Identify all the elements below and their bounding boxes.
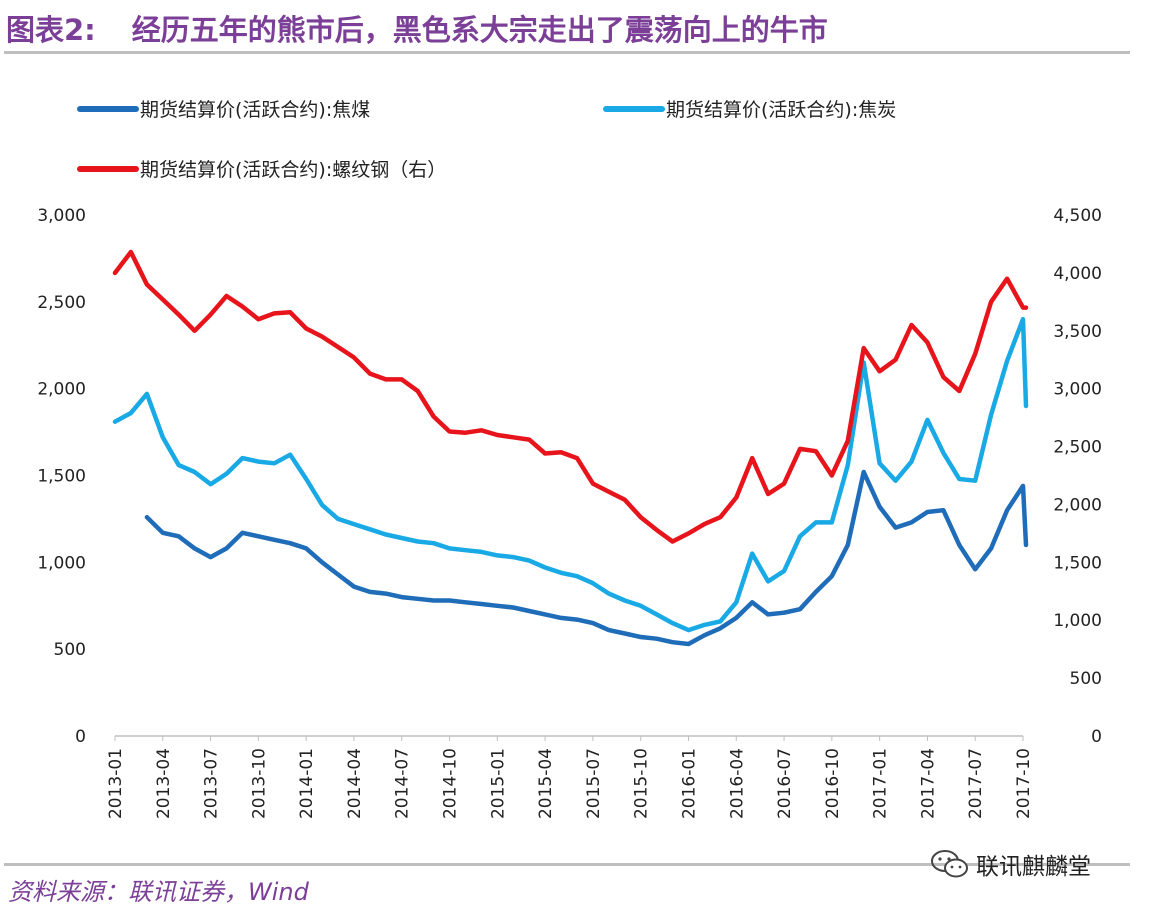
footer-divider (4, 863, 1130, 866)
x-tick-label: 2014-10 (441, 748, 461, 819)
y-left-tick-label: 2,500 (37, 293, 86, 313)
y-right-tick-label: 500 (1070, 669, 1102, 689)
y-right-tick-label: 1,000 (1053, 611, 1102, 631)
x-tick-label: 2017-01 (871, 748, 891, 819)
figure-label: 图表2: (6, 13, 96, 47)
figure-header: 图表2: 经历五年的熊市后，黑色系大宗走出了震荡向上的牛市 (6, 6, 828, 50)
legend-label-3: 期货结算价(活跃合约):螺纹钢（右） (140, 159, 446, 181)
x-tick-label: 2015-10 (632, 748, 652, 819)
x-tick-label: 2013-10 (249, 748, 269, 819)
y-left-tick-label: 2,000 (37, 380, 86, 400)
y-left-tick-label: 1,000 (37, 553, 86, 573)
header-divider (4, 51, 1130, 54)
y-right-tick-label: 2,000 (1053, 495, 1102, 515)
x-tick-label: 2013-07 (202, 748, 222, 819)
y-left-tick-label: 1,500 (37, 467, 86, 487)
chart-axes: 0 500 1,000 1,500 2,000 2,500 3,000 0 500 1,000 1,… (37, 206, 1102, 819)
y-right-tick-label: 3,000 (1053, 380, 1102, 400)
y-right-tick-label: 1,500 (1053, 553, 1102, 573)
x-tick-label: 2014-07 (393, 748, 413, 819)
x-tick-label: 2015-04 (536, 748, 556, 819)
x-tick-label: 2017-04 (918, 748, 938, 819)
x-tick-label: 2016-04 (727, 748, 747, 819)
x-tick-label: 2015-07 (584, 748, 604, 819)
legend-label-2: 期货结算价(活跃合约):焦炭 (666, 99, 896, 121)
series-line-3 (112, 249, 1029, 544)
series-line-1 (144, 469, 1029, 647)
x-tick-label: 2017-07 (966, 748, 986, 819)
y-left-tick-label: 500 (54, 640, 86, 660)
wechat-icon (931, 850, 968, 878)
x-tick-label: 2014-04 (345, 748, 365, 819)
watermark-text: 联讯麒麟堂 (976, 854, 1091, 880)
x-tick-label: 2016-10 (823, 748, 843, 819)
source-note: 资料来源：联讯证券，Wind (8, 878, 309, 906)
x-tick-label: 2016-07 (775, 748, 795, 819)
series-line-2 (112, 316, 1029, 633)
x-tick-label: 2014-01 (297, 748, 317, 819)
x-tick-label: 2017-10 (1014, 748, 1034, 819)
chart: 期货结算价(活跃合约):焦煤 期货结算价(活跃合约):焦炭期货结算价(活跃合约):… (37, 99, 1102, 819)
y-right-tick-label: 2,500 (1053, 438, 1102, 458)
y-right-tick-label: 4,500 (1053, 206, 1102, 226)
y-left-tick-label: 0 (75, 727, 86, 747)
x-tick-label: 2013-04 (154, 748, 174, 819)
x-tick-label: 2016-01 (679, 748, 699, 819)
y-right-tick-label: 0 (1091, 727, 1102, 747)
y-left-tick-label: 3,000 (37, 206, 86, 226)
chart-series (112, 249, 1029, 647)
x-tick-label: 2013-01 (106, 748, 126, 819)
y-right-tick-label: 4,000 (1053, 264, 1102, 284)
y-right-tick-label: 3,500 (1053, 322, 1102, 342)
watermark: 联讯麒麟堂 (930, 846, 1091, 882)
figure-title: 经历五年的熊市后，黑色系大宗走出了震荡向上的牛市 (131, 13, 828, 47)
legend-label-1: 期货结算价(活跃合约):焦煤 (140, 99, 370, 121)
chart-legend: 期货结算价(活跃合约):焦煤 期货结算价(活跃合约):焦炭期货结算价(活跃合约):… (77, 99, 896, 181)
x-tick-label: 2015-01 (488, 748, 508, 819)
